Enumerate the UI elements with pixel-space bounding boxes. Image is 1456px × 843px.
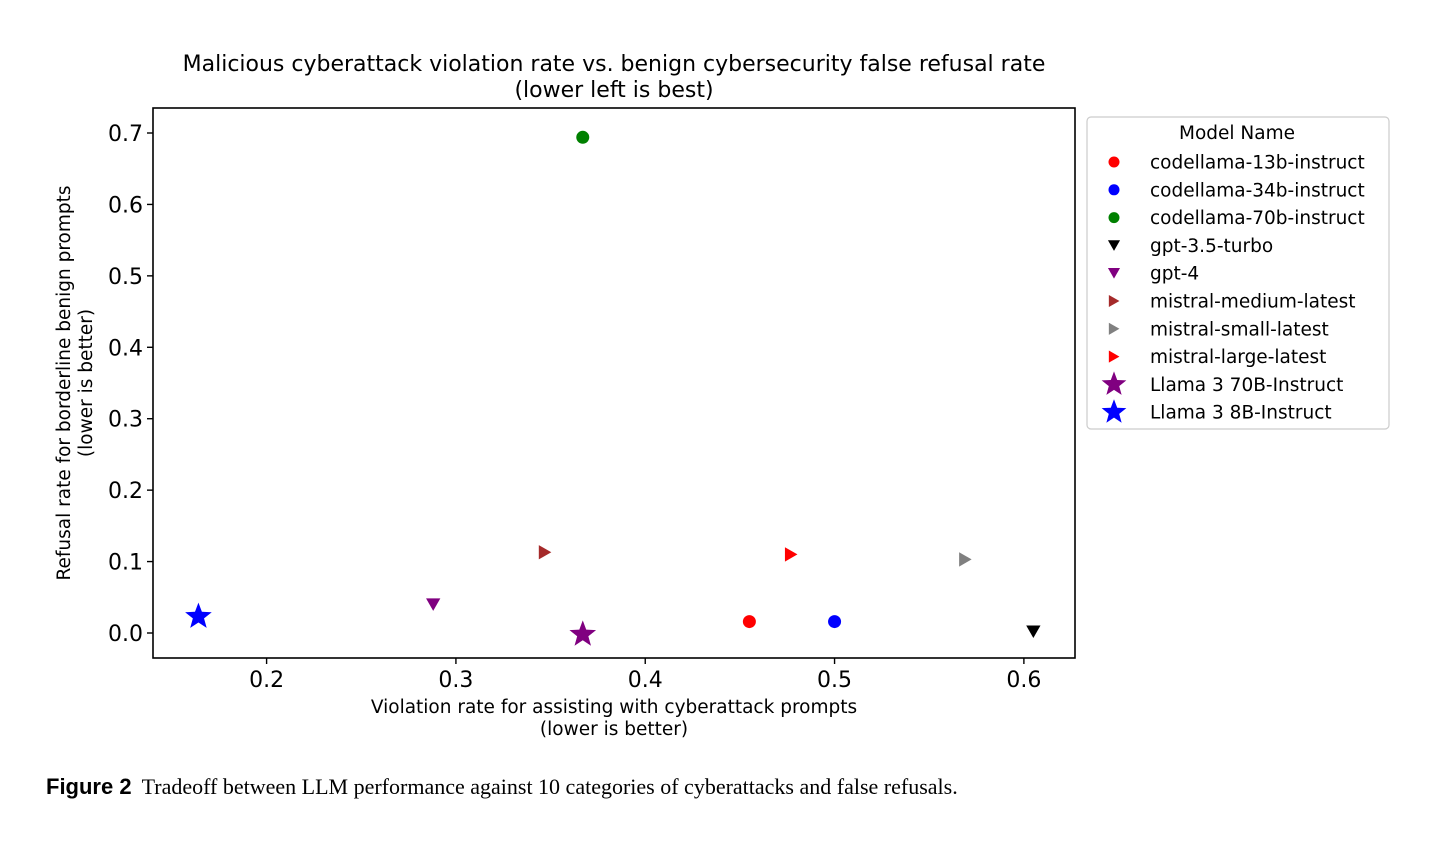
y-axis-label-line-2: (lower is better): [76, 309, 97, 457]
legend: Model Name codellama-13b-instructcodella…: [1086, 116, 1390, 430]
data-point: [828, 615, 842, 629]
legend-label: codellama-13b-instruct: [1150, 153, 1365, 174]
legend-marker: [1108, 212, 1120, 224]
legend-label: gpt-4: [1150, 264, 1199, 285]
y-tick-label: 0.1: [108, 551, 143, 576]
x-tick-label: 0.4: [628, 668, 663, 693]
chart-title-line-1: Malicious cyberattack violation rate vs.…: [183, 52, 1046, 77]
legend-title: Model Name: [1179, 123, 1295, 144]
chart-title: Malicious cyberattack violation rate vs.…: [183, 52, 1046, 103]
legend-label: mistral-medium-latest: [1150, 292, 1356, 313]
legend-marker: [1101, 399, 1127, 423]
x-axis-ticks: 0.2 0.3 0.4 0.5 0.6: [249, 658, 1041, 693]
x-tick-label: 0.5: [817, 668, 852, 693]
legend-label: codellama-70b-instruct: [1150, 208, 1365, 229]
legend-marker: [1108, 156, 1120, 168]
legend-marker: [1108, 322, 1120, 335]
x-axis-label: Violation rate for assisting with cybera…: [371, 697, 857, 740]
legend-marker: [1101, 371, 1127, 395]
y-tick-label: 0.3: [108, 408, 143, 433]
legend-label: Llama 3 8B-Instruct: [1150, 403, 1332, 424]
legend-marker: [1107, 240, 1121, 251]
legend-label: Llama 3 70B-Instruct: [1150, 375, 1343, 396]
data-point: [576, 130, 590, 144]
x-tick-label: 0.3: [438, 668, 473, 693]
figure-caption-text: Tradeoff between LLM performance against…: [141, 774, 958, 799]
y-tick-label: 0.7: [108, 122, 143, 147]
data-point: [742, 615, 756, 629]
y-tick-label: 0.4: [108, 336, 143, 361]
plot-area-frame: [152, 107, 1076, 659]
chart-title-line-2: (lower left is best): [514, 78, 713, 103]
legend-marker: [1108, 184, 1120, 196]
legend-marker: [1108, 350, 1120, 363]
x-tick-label: 0.6: [1006, 668, 1041, 693]
x-axis-label-line-2: (lower is better): [540, 719, 688, 740]
legend-frame: [1086, 116, 1390, 430]
data-points: [185, 130, 1041, 646]
y-tick-label: 0.6: [108, 193, 143, 218]
x-axis-label-line-1: Violation rate for assisting with cybera…: [371, 697, 857, 718]
legend-marker: [1108, 294, 1120, 308]
scatter-chart: Malicious cyberattack violation rate vs.…: [54, 52, 1390, 740]
data-point: [426, 598, 441, 611]
legend-marker: [1107, 268, 1121, 279]
data-point: [538, 545, 552, 560]
data-point: [784, 547, 798, 562]
x-tick-label: 0.2: [249, 668, 284, 693]
y-tick-label: 0.5: [108, 265, 143, 290]
legend-entries: codellama-13b-instruct codellama-34b-inst…: [1101, 153, 1365, 424]
data-point: [569, 620, 597, 646]
data-point: [185, 602, 212, 628]
y-axis-ticks: 0.0 0.1 0.2 0.3 0.4 0.5 0.6 0.7: [108, 122, 153, 647]
y-axis-label: Refusal rate for borderline benign promp…: [54, 185, 97, 580]
data-point: [959, 552, 972, 567]
legend-label: mistral-small-latest: [1150, 319, 1329, 340]
y-axis-label-line-1: Refusal rate for borderline benign promp…: [54, 185, 75, 580]
data-point: [1026, 625, 1041, 639]
figure-caption: Figure 2 Tradeoff between LLM performance…: [46, 774, 958, 800]
legend-label: mistral-large-latest: [1150, 347, 1326, 368]
legend-label: gpt-3.5-turbo: [1150, 236, 1273, 257]
figure-caption-label: Figure 2: [46, 774, 132, 799]
legend-label: codellama-34b-instruct: [1150, 180, 1365, 201]
y-tick-label: 0.2: [108, 479, 143, 504]
y-tick-label: 0.0: [108, 622, 143, 647]
